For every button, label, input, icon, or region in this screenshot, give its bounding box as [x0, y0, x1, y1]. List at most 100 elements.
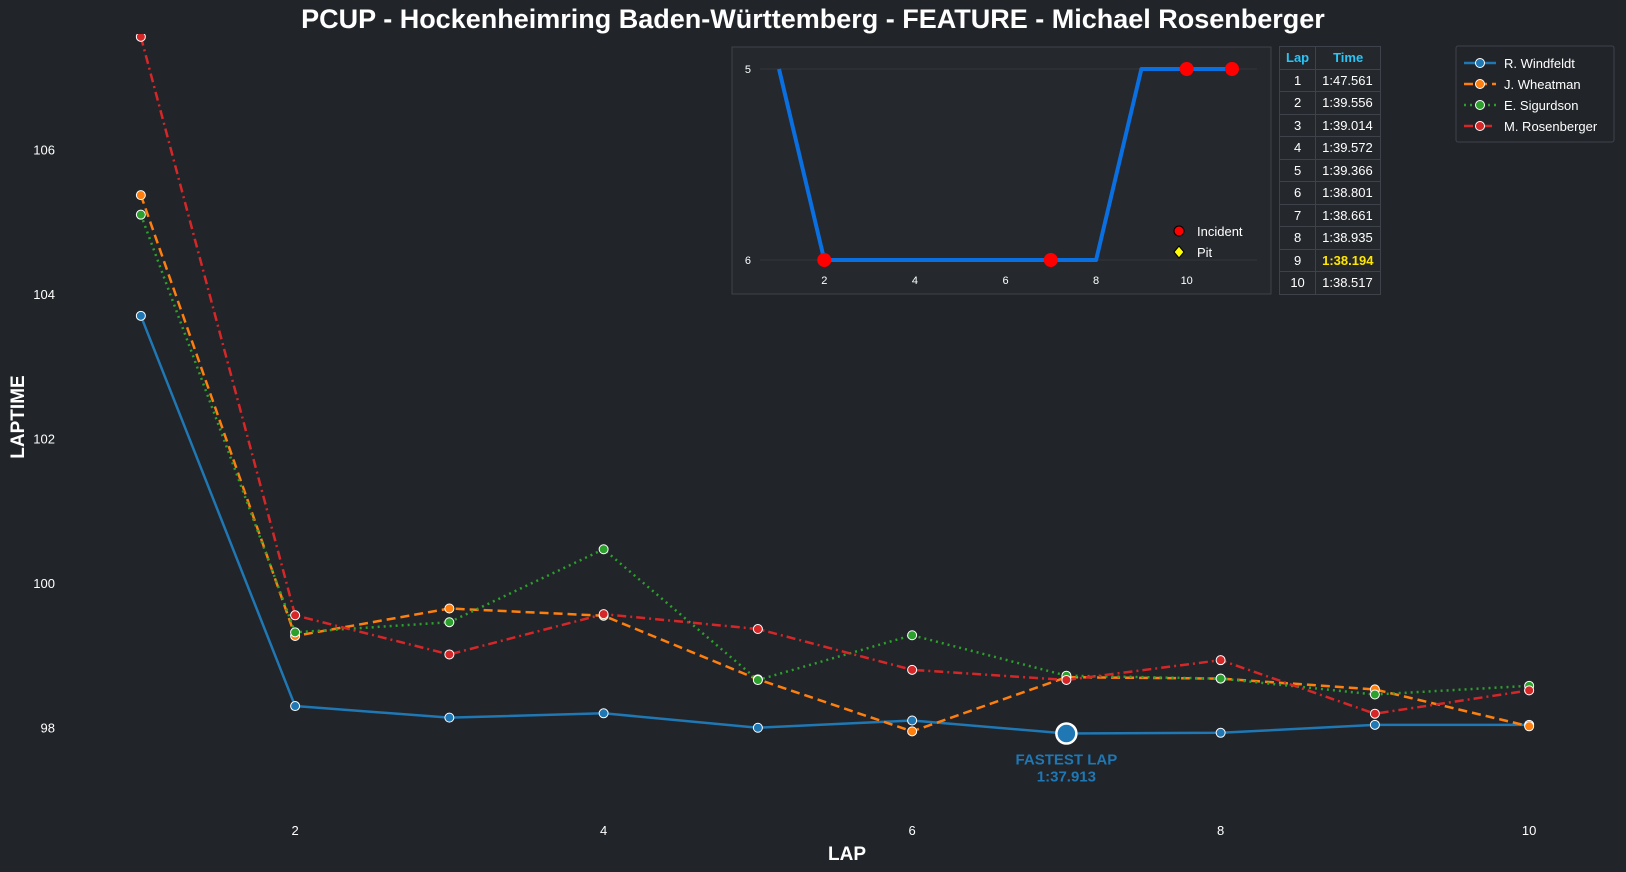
x-tick-label: 2 — [291, 823, 298, 838]
table-row: 1 1:47.561 — [1278, 68, 1382, 92]
table-row: 8 1:38.935 — [1278, 226, 1382, 250]
data-point — [444, 603, 455, 614]
data-point — [1524, 685, 1535, 696]
data-point — [1061, 674, 1072, 685]
table-cell-time: 1:39.014 — [1315, 113, 1382, 137]
data-point — [135, 34, 146, 42]
inset-legend-incident-label: Incident — [1197, 224, 1243, 239]
y-tick-label: 106 — [33, 143, 55, 158]
data-point — [907, 715, 918, 726]
inset-x-tick-label: 10 — [1181, 275, 1193, 287]
data-point — [752, 722, 763, 733]
table-row: 2 1:39.556 — [1278, 91, 1382, 115]
data-point — [907, 630, 918, 641]
table-cell-time: 1:38.661 — [1315, 203, 1382, 227]
table-row: 4 1:39.572 — [1278, 136, 1382, 160]
legend-marker — [1475, 100, 1485, 110]
inset-y-tick-label: 5 — [745, 64, 751, 76]
table-header-time: Time — [1315, 46, 1382, 70]
chart-title: PCUP - Hockenheimring Baden-Württemberg … — [301, 4, 1325, 34]
table-cell-time: 1:38.194 — [1315, 248, 1382, 272]
inset-frame — [731, 46, 1272, 295]
table-cell-lap: 3 — [1278, 113, 1317, 137]
table-cell-time: 1:38.935 — [1315, 226, 1382, 250]
data-point — [907, 726, 918, 737]
data-point — [444, 617, 455, 628]
data-point — [1369, 719, 1380, 730]
data-point — [1524, 721, 1535, 732]
y-axis-label: LAPTIME — [8, 375, 29, 458]
y-tick-label: 98 — [41, 721, 55, 736]
table-cell-lap: 2 — [1278, 91, 1317, 115]
series-line — [139, 315, 1530, 735]
lap-time-table: Lap Time 1 1:47.561 2 1:39.556 3 1:39.014 4 1:3… — [1278, 46, 1382, 295]
table-cell-time: 1:38.801 — [1315, 181, 1382, 205]
legend-label: E. Sigurdson — [1504, 98, 1578, 113]
legend: R. Windfeldt J. Wheatman E. Sigurdson M. Ro… — [1455, 45, 1615, 143]
data-point — [907, 664, 918, 675]
table-row: 9 1:38.194 — [1278, 248, 1382, 272]
inset-y-tick-label: 6 — [745, 255, 751, 267]
fastest-lap-label: FASTEST LAP — [1016, 752, 1118, 769]
data-point — [135, 310, 146, 321]
x-tick-label: 4 — [600, 823, 607, 838]
data-point — [135, 190, 146, 201]
data-point — [135, 209, 146, 220]
data-point — [752, 675, 763, 686]
series-line — [139, 36, 1530, 715]
incident-marker — [1043, 253, 1058, 267]
inset-position-line — [777, 67, 1232, 262]
table-header-row: Lap Time — [1278, 46, 1382, 70]
legend-label: J. Wheatman — [1504, 77, 1581, 92]
data-point — [290, 610, 301, 621]
legend-marker — [1475, 79, 1485, 89]
inset-x-tick-label: 6 — [1002, 275, 1008, 287]
data-point — [598, 609, 609, 620]
data-point — [444, 712, 455, 723]
data-point — [444, 649, 455, 660]
y-tick-label: 100 — [33, 576, 55, 591]
x-tick-label: 10 — [1522, 823, 1536, 838]
inset-x-tick-label: 2 — [821, 275, 827, 287]
table-cell-lap: 9 — [1278, 248, 1317, 272]
table-cell-lap: 6 — [1278, 181, 1317, 205]
table-cell-time: 1:39.572 — [1315, 136, 1382, 160]
x-tick-label: 6 — [909, 823, 916, 838]
table-row: 10 1:38.517 — [1278, 271, 1382, 295]
fastest-lap-marker — [1055, 722, 1078, 745]
legend-label: M. Rosenberger — [1504, 119, 1598, 134]
incident-marker — [1179, 62, 1194, 76]
table-row: 6 1:38.801 — [1278, 181, 1382, 205]
incident-marker — [1225, 62, 1239, 76]
data-point — [752, 624, 763, 635]
table-cell-time: 1:39.556 — [1315, 91, 1382, 115]
inset-legend-incident-marker — [1173, 225, 1185, 237]
legend-frame — [1455, 45, 1615, 143]
x-tick-label: 8 — [1217, 823, 1224, 838]
table-cell-lap: 10 — [1278, 271, 1317, 295]
data-point — [290, 627, 301, 638]
table-row: 7 1:38.661 — [1278, 203, 1382, 227]
inset-x-tick-label: 8 — [1093, 275, 1099, 287]
table-row: 3 1:39.014 — [1278, 113, 1382, 137]
data-point — [290, 701, 301, 712]
table-cell-lap: 5 — [1278, 158, 1317, 182]
table-cell-time: 1:38.517 — [1315, 271, 1382, 295]
table-row: 5 1:39.366 — [1278, 158, 1382, 182]
series-group — [135, 34, 1535, 739]
table-cell-lap: 8 — [1278, 226, 1317, 250]
inset-x-tick-label: 4 — [912, 275, 918, 287]
inset-legend-pit-marker — [1173, 245, 1185, 259]
inset-legend-pit-label: Pit — [1197, 245, 1213, 260]
data-point — [598, 708, 609, 719]
data-point — [1369, 689, 1380, 700]
legend-label: R. Windfeldt — [1504, 56, 1575, 71]
incident-marker — [817, 253, 832, 267]
legend-marker — [1475, 58, 1485, 68]
data-point — [1215, 727, 1226, 738]
y-tick-label: 102 — [33, 432, 55, 447]
y-tick-label: 104 — [33, 287, 55, 302]
table-cell-lap: 4 — [1278, 136, 1317, 160]
data-point — [1369, 708, 1380, 719]
